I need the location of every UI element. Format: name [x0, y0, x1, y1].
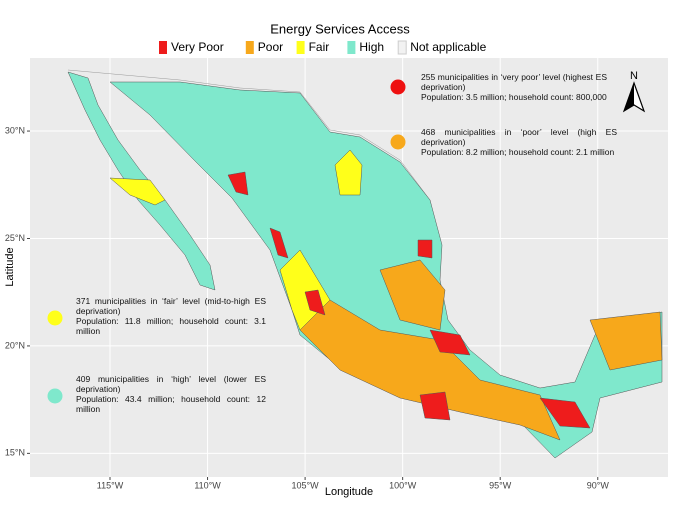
annotation-dot [47, 388, 63, 404]
legend-swatch [296, 41, 305, 54]
region [589, 311, 663, 371]
annotation-heading: 468 municipalities in ‘poor’ level (high… [421, 127, 617, 147]
region [379, 259, 446, 331]
annotation-detail: Population: 8.2 million; household count… [421, 147, 615, 157]
x-tick-label: 115°W [97, 480, 124, 490]
legend-label: Not applicable [410, 40, 486, 54]
legend-label: Poor [258, 40, 283, 54]
arrow-half [624, 83, 634, 111]
region [334, 149, 363, 196]
y-tick-label: 30°N [5, 125, 25, 135]
region [429, 329, 471, 356]
legend-title: Energy Services Access [270, 21, 410, 36]
x-tick-label: 110°W [194, 480, 221, 490]
annotation-heading: 409 municipalities in ‘high’ level (lowe… [76, 374, 266, 394]
land [67, 69, 663, 459]
region [109, 177, 166, 206]
region [417, 239, 433, 259]
north-arrow: N [622, 70, 646, 113]
annotation-dot [390, 79, 406, 95]
x-tick-label: 105°W [292, 480, 320, 490]
region [539, 397, 591, 429]
legend-swatch [397, 40, 407, 55]
region [419, 391, 451, 421]
legend-swatch [347, 41, 356, 54]
annotation-detail: Population: 3.5 million; household count… [421, 92, 607, 102]
x-tick-label: 90°W [587, 480, 610, 490]
annotation: 255 municipalities in ‘very poor’ level … [421, 72, 607, 102]
y-tick-label: 20°N [5, 340, 25, 350]
legend-label: Fair [309, 40, 330, 54]
annotation-heading: 255 municipalities in ‘very poor’ level … [421, 72, 607, 92]
region [227, 171, 249, 196]
x-tick-label: 100°W [389, 480, 417, 490]
annotation-dot [47, 310, 63, 326]
annotation: 371 municipalities in ‘fair’ level (mid-… [76, 296, 266, 336]
x-axis-label: Longitude [325, 486, 373, 498]
annotation-heading: 371 municipalities in ‘fair’ level (mid-… [76, 296, 266, 316]
y-tick-label: 25°N [5, 233, 25, 243]
annotation-detail: Population: 43.4 million; household coun… [76, 394, 266, 414]
legend-swatch [159, 41, 167, 54]
x-tick-label: 95°W [489, 480, 512, 490]
north-label: N [630, 70, 638, 82]
region [304, 289, 326, 316]
annotation: 468 municipalities in ‘poor’ level (high… [421, 127, 617, 157]
legend-swatch [245, 41, 254, 54]
legend-label: High [359, 40, 384, 54]
annotation-dot [390, 134, 406, 150]
legend-label: Very Poor [171, 40, 224, 54]
annotation: 409 municipalities in ‘high’ level (lowe… [76, 374, 266, 414]
y-tick-label: 15°N [5, 448, 25, 458]
us-border [67, 69, 441, 246]
y-axis-label: Latitude [4, 247, 16, 286]
region [269, 227, 289, 259]
region [299, 299, 561, 441]
annotation-detail: Population: 11.8 million; household coun… [76, 316, 266, 336]
